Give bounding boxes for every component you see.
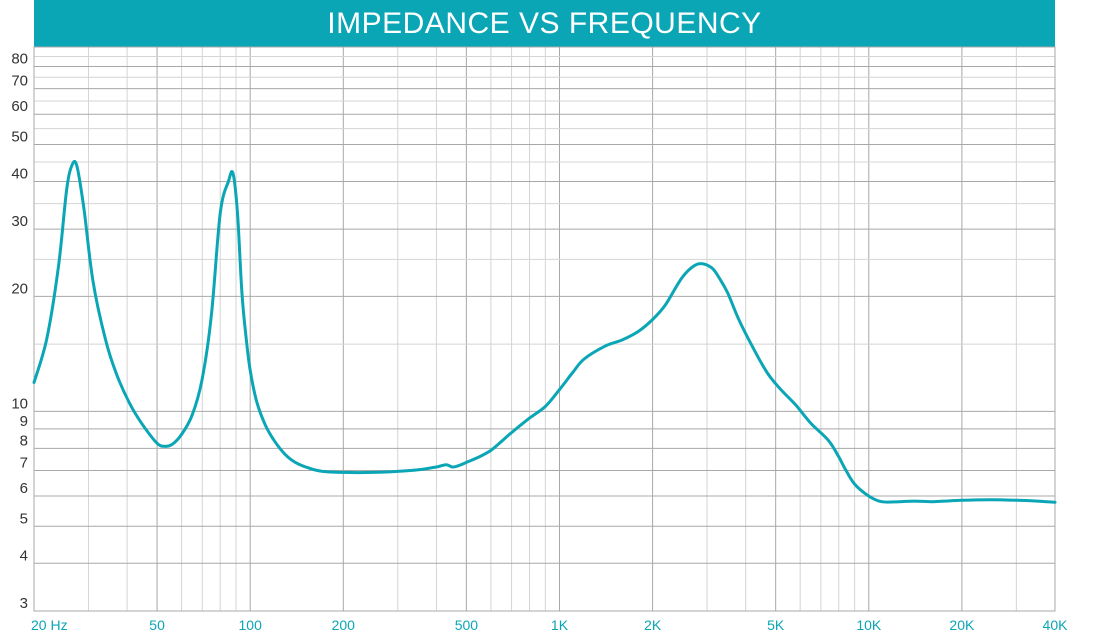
y-tick-label: 50 <box>11 128 28 145</box>
y-axis-ticks: 3 4 5 6 7 8 910 20 30 40 50 60 70 80 <box>11 51 28 612</box>
y-tick-label: 30 <box>11 213 28 230</box>
y-tick-label: 70 <box>11 73 28 90</box>
y-tick-label: 4 <box>20 547 28 564</box>
y-tick-label: 3 <box>20 595 28 612</box>
impedance-curve <box>32 159 1057 504</box>
y-tick-label: 20 <box>11 280 28 297</box>
y-tick-label: 6 <box>20 480 28 497</box>
x-tick-label: 40K <box>1043 617 1069 633</box>
x-tick-label: 5K <box>767 617 785 633</box>
y-tick-label: 60 <box>11 98 28 115</box>
x-tick-label: 10K <box>856 617 882 633</box>
x-tick-label: 500 <box>455 617 479 633</box>
y-tick-label: 8 <box>20 432 28 449</box>
x-tick-label: 100 <box>239 617 263 633</box>
y-tick-label: 5 <box>20 510 28 527</box>
grid <box>33 46 1056 612</box>
x-tick-label: 50 <box>149 617 165 633</box>
plot-frame <box>33 46 1056 612</box>
x-axis-ticks: 20 Hz 50 100 200 500 1K 2K 5K 10K 20K 40K <box>31 617 1068 633</box>
x-tick-label: 20K <box>949 617 975 633</box>
y-tick-label: 40 <box>11 165 28 182</box>
chart-title: IMPEDANCE VS FREQUENCY <box>34 0 1055 47</box>
x-tick-label: 200 <box>332 617 356 633</box>
y-tick-label: 9 <box>20 413 28 430</box>
y-tick-label: 10 <box>11 395 28 412</box>
x-tick-label: 2K <box>644 617 662 633</box>
y-tick-label: 80 <box>11 51 28 68</box>
x-tick-label: 1K <box>551 617 569 633</box>
x-tick-label: 20 Hz <box>31 617 68 633</box>
y-tick-label: 7 <box>20 454 28 471</box>
